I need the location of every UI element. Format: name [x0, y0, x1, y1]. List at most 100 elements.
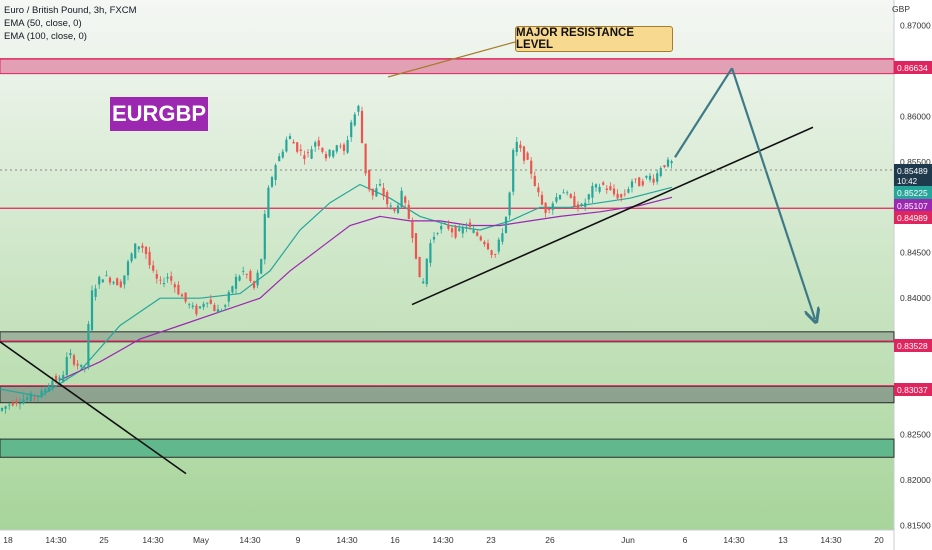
candle-body-115: [414, 233, 418, 259]
candle-body-178: [641, 181, 644, 186]
candle-body-13: [47, 385, 50, 392]
candle-body-145: [522, 146, 526, 161]
callout-leader-line: [387, 41, 516, 78]
x-tick-label-10: 23: [486, 535, 496, 545]
legend-ema50: EMA (50, close, 0): [4, 18, 82, 29]
candle-body-176: [634, 178, 637, 180]
candle-body-101: [364, 143, 367, 174]
candle-body-146: [526, 152, 529, 160]
candle-body-160: [576, 204, 580, 209]
price-tag-countdown: 10:42: [894, 176, 932, 187]
candle-body-48: [173, 284, 176, 288]
zone-3: [0, 438, 895, 458]
candle-body-173: [623, 193, 626, 195]
candle-body-20: [72, 355, 76, 365]
candle-body-65: [234, 276, 238, 289]
candle-body-166: [598, 186, 601, 192]
candle-body-113: [407, 204, 410, 219]
candle-body-17: [62, 374, 65, 383]
candle-body-181: [652, 178, 655, 183]
candle-body-144: [519, 144, 522, 149]
candle-body-163: [587, 194, 590, 200]
candle-body-25: [90, 290, 94, 331]
x-tick-label-9: 14:30: [432, 535, 454, 545]
candle-body-66: [238, 276, 241, 281]
candle-body-140: [504, 216, 508, 233]
candle-body-49: [177, 284, 180, 295]
candle-body-50: [180, 294, 184, 297]
candle-body-157: [566, 192, 569, 194]
candle-body-147: [530, 160, 533, 174]
candle-body-38: [137, 246, 140, 250]
candle-body-47: [170, 276, 173, 281]
x-tick-label-8: 16: [390, 535, 400, 545]
candle-body-154: [555, 197, 558, 202]
candle-body-122: [440, 225, 443, 230]
candle-body-134: [483, 241, 486, 245]
candle-body-31: [112, 282, 115, 284]
candle-body-169: [609, 186, 612, 191]
candle-body-116: [418, 256, 421, 278]
candle-body-175: [630, 181, 634, 188]
candle-body-167: [602, 182, 605, 185]
candle-body-179: [645, 175, 648, 178]
candle-body-22: [80, 364, 83, 367]
candle-body-16: [58, 377, 61, 381]
candle-body-27: [98, 276, 101, 285]
candle-body-168: [605, 188, 608, 191]
candle-body-110: [396, 205, 400, 213]
candle-body-136: [490, 250, 493, 255]
candle-body-132: [476, 232, 479, 236]
x-tick-label-11: 26: [545, 535, 555, 545]
candle-body-46: [166, 277, 169, 279]
time-axis-background: [0, 530, 894, 550]
candle-body-112: [404, 196, 407, 203]
x-tick-label-7: 14:30: [336, 535, 358, 545]
candle-body-111: [400, 190, 403, 207]
candle-body-125: [450, 228, 454, 233]
y-tick-label-10: 0.82000: [900, 475, 931, 485]
candle-body-127: [458, 228, 461, 231]
candle-body-158: [569, 194, 572, 198]
candle-body-51: [184, 292, 187, 302]
candle-body-96: [346, 139, 349, 153]
candle-body-126: [454, 226, 457, 238]
candle-body-29: [105, 275, 108, 277]
candle-body-34: [123, 275, 126, 285]
candle-body-133: [479, 236, 482, 241]
candle-body-153: [551, 203, 554, 210]
candle-body-57: [206, 302, 209, 304]
projection-down-leg: [730, 67, 815, 319]
candle-body-128: [461, 227, 464, 234]
candle-body-60: [216, 309, 220, 313]
candle-body-184: [663, 165, 666, 168]
candle-body-120: [432, 236, 436, 240]
candle-body-180: [648, 175, 652, 180]
candle-body-155: [558, 195, 562, 200]
currency-label: GBP: [892, 4, 910, 14]
candle-body-12: [44, 389, 47, 393]
zone-2: [0, 385, 895, 404]
candle-body-103: [371, 188, 374, 196]
price-tag-resistance: 0.86634: [894, 61, 932, 74]
candle-body-21: [76, 363, 79, 366]
price-tag-ema100: 0.85107: [894, 199, 932, 212]
candle-body-121: [436, 232, 439, 234]
candle-body-97: [350, 122, 353, 138]
candle-body-30: [108, 277, 112, 283]
candle-body-131: [472, 229, 475, 233]
candle-body-137: [494, 254, 497, 255]
candle-body-53: [191, 305, 194, 308]
candle-body-2: [8, 404, 11, 406]
x-tick-label-16: 14:30: [820, 535, 842, 545]
candle-body-28: [101, 279, 104, 283]
candle-body-124: [447, 224, 450, 229]
candle-body-1: [4, 406, 7, 409]
candle-body-104: [375, 188, 378, 197]
candle-body-83: [299, 149, 302, 151]
candle-body-152: [548, 208, 551, 210]
x-tick-label-4: May: [193, 535, 210, 545]
candle-body-100: [360, 110, 364, 144]
candle-body-23: [83, 366, 86, 368]
